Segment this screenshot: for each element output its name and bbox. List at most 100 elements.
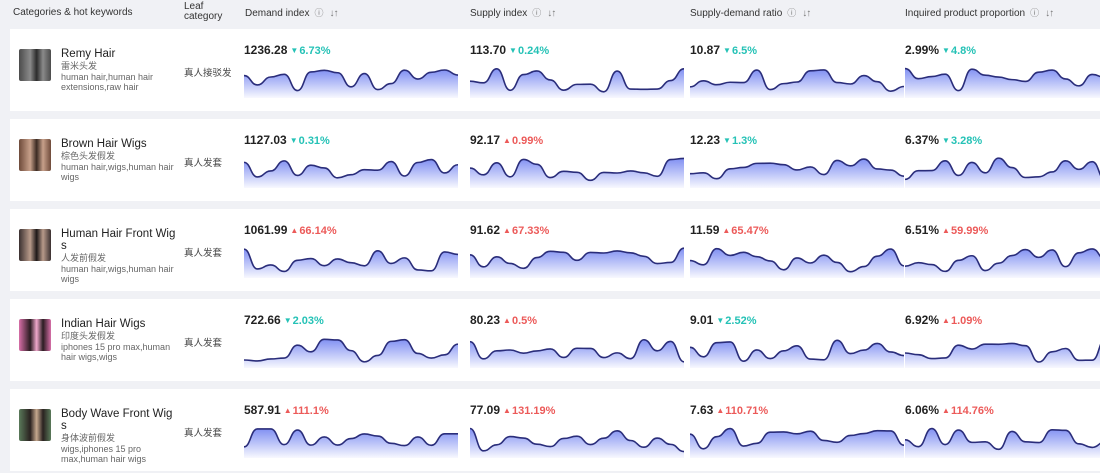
table-row[interactable]: Remy Hair 雷米头发 human hair,human hair exten… xyxy=(10,29,1100,111)
category-name[interactable]: Indian Hair Wigs xyxy=(61,318,146,330)
hot-keywords: iphones 15 pro max,human hair wigs,wigs xyxy=(61,342,171,362)
sparkline-area xyxy=(690,69,904,98)
category-name[interactable]: Human Hair Front Wigs xyxy=(61,228,176,252)
trend-sparkline[interactable] xyxy=(689,422,905,458)
sparkline-area xyxy=(905,428,1100,458)
triangle-down-icon: ▼ xyxy=(289,136,298,145)
triangle-up-icon: ▲ xyxy=(283,406,292,415)
sparkline-area xyxy=(244,339,458,368)
sort-icon[interactable]: ↓↑ xyxy=(802,8,811,19)
table-row[interactable]: Indian Hair Wigs 印度头发假发 iphones 15 pro max… xyxy=(10,299,1100,381)
inquired-proportion-cell: 6.37% ▼3.28% xyxy=(904,132,1100,192)
change-badge: ▼4.8% xyxy=(942,45,976,57)
supply-demand-ratio-value: 10.87 xyxy=(690,43,721,57)
inquired-proportion-value: 2.99% xyxy=(905,43,940,57)
header-inquired-proportion[interactable]: Inquired product proportion ⓘ ↓↑ xyxy=(905,0,1054,27)
trend-sparkline[interactable] xyxy=(904,332,1100,368)
header-demand-index[interactable]: Demand index ⓘ ↓↑ xyxy=(245,0,339,27)
info-icon[interactable]: ⓘ xyxy=(787,8,797,18)
category-chinese-name: 印度头发假发 xyxy=(61,331,116,341)
sparkline-area xyxy=(244,249,458,278)
inquired-proportion-cell: 6.06% ▲114.76% xyxy=(904,402,1100,462)
change-percent: 67.33% xyxy=(511,225,550,237)
triangle-up-icon: ▲ xyxy=(503,136,511,145)
sparkline-line xyxy=(689,427,905,450)
sparkline-line xyxy=(243,338,459,363)
header-supply-index[interactable]: Supply index ⓘ ↓↑ xyxy=(470,0,556,27)
sparkline-line xyxy=(904,342,1100,363)
category-name[interactable]: Remy Hair xyxy=(61,48,116,60)
triangle-up-icon: ▲ xyxy=(942,316,950,325)
leaf-category: 真人发套 xyxy=(184,248,223,259)
change-percent: 114.76% xyxy=(950,405,994,417)
supply-demand-ratio-value: 7.63 xyxy=(690,403,714,417)
trend-sparkline[interactable] xyxy=(469,242,685,278)
triangle-down-icon: ▼ xyxy=(942,136,950,145)
demand-index-cell: 587.91 ▲111.1% xyxy=(243,402,464,462)
trend-sparkline[interactable] xyxy=(689,332,905,368)
info-icon[interactable]: ⓘ xyxy=(314,8,324,18)
table-row[interactable]: Brown Hair Wigs 棕色头发假发 human hair,wigs,hum… xyxy=(10,119,1100,201)
inquired-proportion-value: 6.51% xyxy=(905,223,940,237)
triangle-down-icon: ▼ xyxy=(283,316,292,325)
sparkline-area xyxy=(905,248,1100,278)
change-badge: ▼2.03% xyxy=(284,315,324,327)
leaf-category: 真人发套 xyxy=(184,338,223,349)
category-chinese-name: 棕色头发假发 xyxy=(61,151,116,161)
header-supply-demand-ratio[interactable]: Supply-demand ratio ⓘ ↓↑ xyxy=(690,0,811,27)
supply-demand-ratio-cell: 12.23 ▼1.3% xyxy=(689,132,910,192)
sparkline-line xyxy=(243,69,459,92)
trend-sparkline[interactable] xyxy=(243,152,459,188)
triangle-down-icon: ▼ xyxy=(509,46,517,55)
sort-icon[interactable]: ↓↑ xyxy=(547,8,556,19)
sparkline-area xyxy=(905,68,1100,98)
sort-icon[interactable]: ↓↑ xyxy=(329,8,339,19)
category-chinese-name: 雷米头发 xyxy=(61,61,98,71)
hot-keywords: human hair,wigs,human hair wigs xyxy=(61,264,174,284)
supply-demand-ratio-value: 11.59 xyxy=(690,223,720,237)
sparkline-area xyxy=(470,428,684,458)
trend-sparkline[interactable] xyxy=(469,422,685,458)
change-percent: 0.31% xyxy=(298,135,330,147)
sort-icon[interactable]: ↓↑ xyxy=(1045,8,1054,19)
sparkline-line xyxy=(469,67,685,93)
trend-sparkline[interactable] xyxy=(689,62,905,98)
table-row[interactable]: Human Hair Front Wigs 人发前假发 human hair,wig… xyxy=(10,209,1100,291)
inquired-proportion-value: 6.06% xyxy=(905,403,940,417)
trend-sparkline[interactable] xyxy=(689,152,905,188)
trend-sparkline[interactable] xyxy=(904,152,1100,188)
trend-sparkline[interactable] xyxy=(689,242,905,278)
trend-sparkline[interactable] xyxy=(243,332,459,368)
triangle-up-icon: ▲ xyxy=(942,226,950,235)
change-badge: ▼0.24% xyxy=(509,45,549,57)
trend-sparkline[interactable] xyxy=(904,242,1100,278)
demand-index-cell: 722.66 ▼2.03% xyxy=(243,312,464,372)
triangle-up-icon: ▲ xyxy=(722,226,731,235)
inquired-proportion-value: 6.92% xyxy=(905,313,940,327)
info-icon[interactable]: ⓘ xyxy=(532,8,542,18)
category-name[interactable]: Brown Hair Wigs xyxy=(61,138,147,150)
trend-sparkline[interactable] xyxy=(469,332,685,368)
change-percent: 6.73% xyxy=(299,45,331,57)
triangle-up-icon: ▲ xyxy=(716,406,725,415)
product-thumbnail xyxy=(19,49,51,81)
change-percent: 1.09% xyxy=(950,315,983,327)
trend-sparkline[interactable] xyxy=(469,62,685,98)
trend-sparkline[interactable] xyxy=(904,422,1100,458)
triangle-up-icon: ▲ xyxy=(942,406,950,415)
category-name[interactable]: Body Wave Front Wigs xyxy=(61,408,173,432)
change-badge: ▲114.76% xyxy=(942,405,994,417)
change-badge: ▲110.71% xyxy=(716,405,768,417)
change-badge: ▲67.33% xyxy=(503,225,549,237)
trend-sparkline[interactable] xyxy=(243,62,459,98)
trend-sparkline[interactable] xyxy=(469,152,685,188)
triangle-down-icon: ▼ xyxy=(290,46,299,55)
trend-sparkline[interactable] xyxy=(904,62,1100,98)
table-row[interactable]: Body Wave Front Wigs 身体波前假发 wigs,iphones 1… xyxy=(10,389,1100,471)
trend-sparkline[interactable] xyxy=(243,242,459,278)
trend-sparkline[interactable] xyxy=(243,422,459,458)
inquired-proportion-cell: 6.51% ▲59.99% xyxy=(904,222,1100,282)
info-icon[interactable]: ⓘ xyxy=(1030,8,1040,18)
category-chinese-name: 身体波前假发 xyxy=(61,433,116,443)
header-leaf-category: Leaf category xyxy=(184,1,223,22)
